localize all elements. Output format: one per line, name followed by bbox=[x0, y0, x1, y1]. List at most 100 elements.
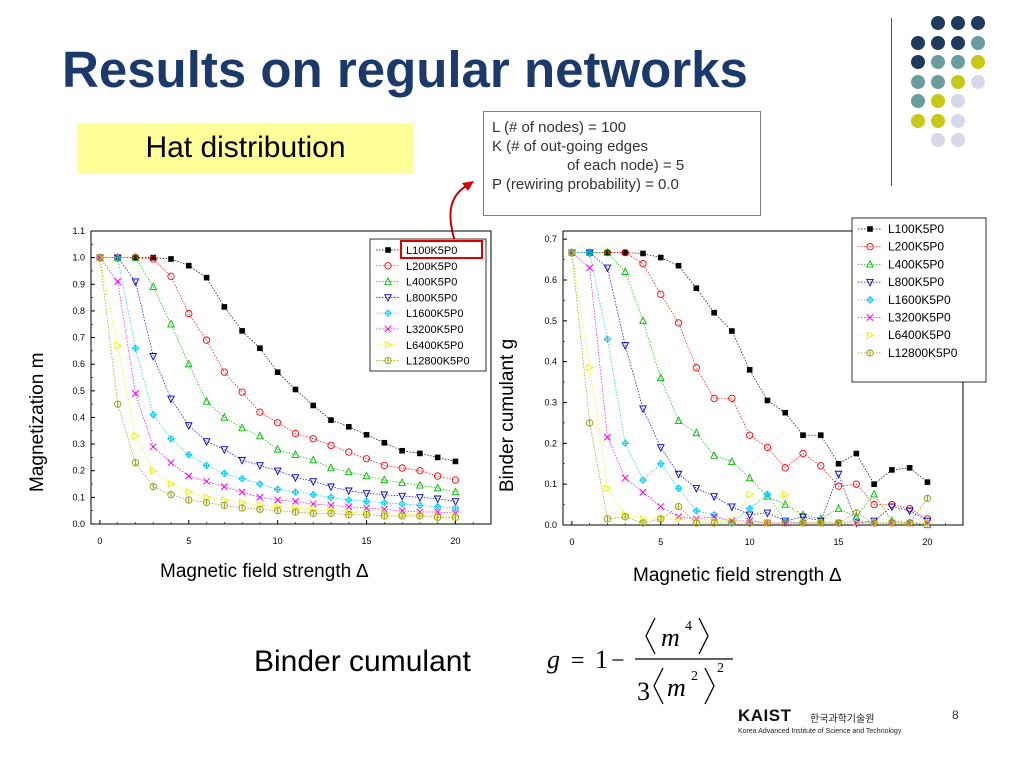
magnetization-chart: 0.0 0.1 0.2 0.3 0.4 0.5 0.6 0.7 0.8 0.9 1.0 1.1 0 5 10… bbox=[72, 226, 492, 546]
x-tick-label: 5 bbox=[186, 536, 191, 546]
data-point bbox=[380, 491, 389, 500]
data-point bbox=[433, 483, 442, 492]
data-point bbox=[727, 457, 736, 465]
data-point bbox=[693, 285, 700, 291]
decorative-dot bbox=[971, 74, 985, 89]
data-point bbox=[586, 419, 594, 427]
data-point bbox=[274, 507, 282, 515]
data-point bbox=[310, 402, 317, 409]
data-point bbox=[746, 431, 754, 439]
data-point bbox=[167, 395, 175, 404]
data-point bbox=[327, 509, 335, 517]
data-point bbox=[835, 519, 844, 527]
data-point bbox=[380, 505, 388, 513]
data-point bbox=[344, 487, 353, 496]
legend-marker bbox=[384, 340, 393, 349]
data-point bbox=[817, 519, 825, 527]
data-point bbox=[451, 513, 460, 521]
data-point bbox=[291, 429, 300, 438]
data-point bbox=[185, 262, 192, 269]
data-point bbox=[853, 519, 862, 527]
series-line bbox=[99, 257, 456, 514]
series-markers bbox=[96, 254, 459, 517]
formula-g: g bbox=[547, 645, 560, 674]
data-point bbox=[184, 359, 193, 368]
data-point bbox=[256, 501, 265, 510]
data-point bbox=[852, 509, 860, 517]
data-point bbox=[238, 474, 246, 483]
decorative-dot bbox=[931, 94, 945, 108]
data-point bbox=[398, 500, 406, 508]
series-line bbox=[571, 252, 928, 485]
data-point bbox=[309, 455, 318, 464]
legend-marker bbox=[866, 331, 875, 340]
decorative-dot bbox=[931, 35, 945, 50]
legend-label: L3200K5P0 bbox=[888, 311, 951, 325]
kaist-logo: KAIST 한국과학기술원 Korea Advanced Institute o… bbox=[738, 706, 938, 740]
data-point bbox=[568, 248, 577, 257]
legend-label: L800K5P0 bbox=[406, 292, 457, 304]
data-point bbox=[728, 394, 736, 403]
data-point bbox=[328, 417, 334, 423]
data-point bbox=[639, 260, 647, 268]
data-point bbox=[203, 493, 212, 502]
data-point bbox=[132, 254, 139, 261]
data-point bbox=[585, 248, 594, 257]
decorative-dot bbox=[911, 55, 925, 69]
data-point bbox=[238, 388, 246, 396]
data-point bbox=[167, 491, 175, 499]
legend-label: L200K5P0 bbox=[406, 261, 457, 273]
data-point bbox=[398, 512, 406, 520]
series-line bbox=[571, 252, 928, 520]
data-point bbox=[640, 250, 646, 257]
data-point bbox=[398, 478, 407, 486]
data-point bbox=[621, 474, 629, 482]
data-point bbox=[131, 252, 140, 261]
formula-den-exp: 2 bbox=[691, 669, 698, 684]
data-point bbox=[799, 519, 807, 527]
x-tick-label: 20 bbox=[450, 536, 460, 546]
data-point bbox=[345, 511, 353, 519]
formula-num-exp: 4 bbox=[685, 619, 692, 634]
data-point bbox=[674, 319, 683, 327]
data-point bbox=[870, 519, 879, 527]
y-tick-label: 0.2 bbox=[544, 438, 557, 448]
data-point bbox=[834, 470, 843, 479]
data-point bbox=[889, 467, 895, 473]
data-point bbox=[781, 499, 790, 508]
x-tick-label: 0 bbox=[97, 536, 102, 546]
data-point bbox=[728, 519, 736, 527]
decorative-dot bbox=[911, 113, 925, 128]
series-line bbox=[99, 257, 456, 462]
data-point bbox=[924, 479, 931, 485]
y-axis-label-binder: Binder cumulant g bbox=[497, 338, 518, 492]
data-point bbox=[131, 278, 140, 287]
data-point bbox=[167, 319, 175, 328]
param-edges-cont: of each node) = 5 bbox=[567, 157, 685, 174]
legend-marker bbox=[384, 325, 392, 333]
data-point bbox=[906, 519, 914, 527]
data-point bbox=[639, 405, 647, 414]
x-tick-label: 10 bbox=[745, 537, 755, 547]
data-point bbox=[292, 386, 299, 393]
data-point bbox=[238, 498, 247, 507]
y-tick-label: 0.7 bbox=[72, 333, 85, 343]
data-point bbox=[710, 519, 718, 527]
series-line bbox=[99, 257, 456, 481]
y-tick-label: 0.6 bbox=[544, 275, 557, 285]
data-point bbox=[923, 494, 932, 503]
data-point bbox=[309, 509, 317, 517]
data-point bbox=[586, 363, 595, 372]
data-point bbox=[380, 498, 389, 507]
y-tick-label: 1.1 bbox=[72, 226, 85, 236]
decorative-dot bbox=[931, 133, 945, 147]
data-point bbox=[674, 470, 683, 479]
data-point bbox=[202, 461, 211, 470]
series-markers bbox=[95, 254, 460, 507]
data-point bbox=[256, 493, 264, 501]
data-point bbox=[238, 488, 246, 496]
data-point bbox=[238, 456, 247, 465]
data-point bbox=[291, 488, 300, 496]
data-point bbox=[185, 309, 193, 318]
data-point bbox=[220, 483, 228, 491]
